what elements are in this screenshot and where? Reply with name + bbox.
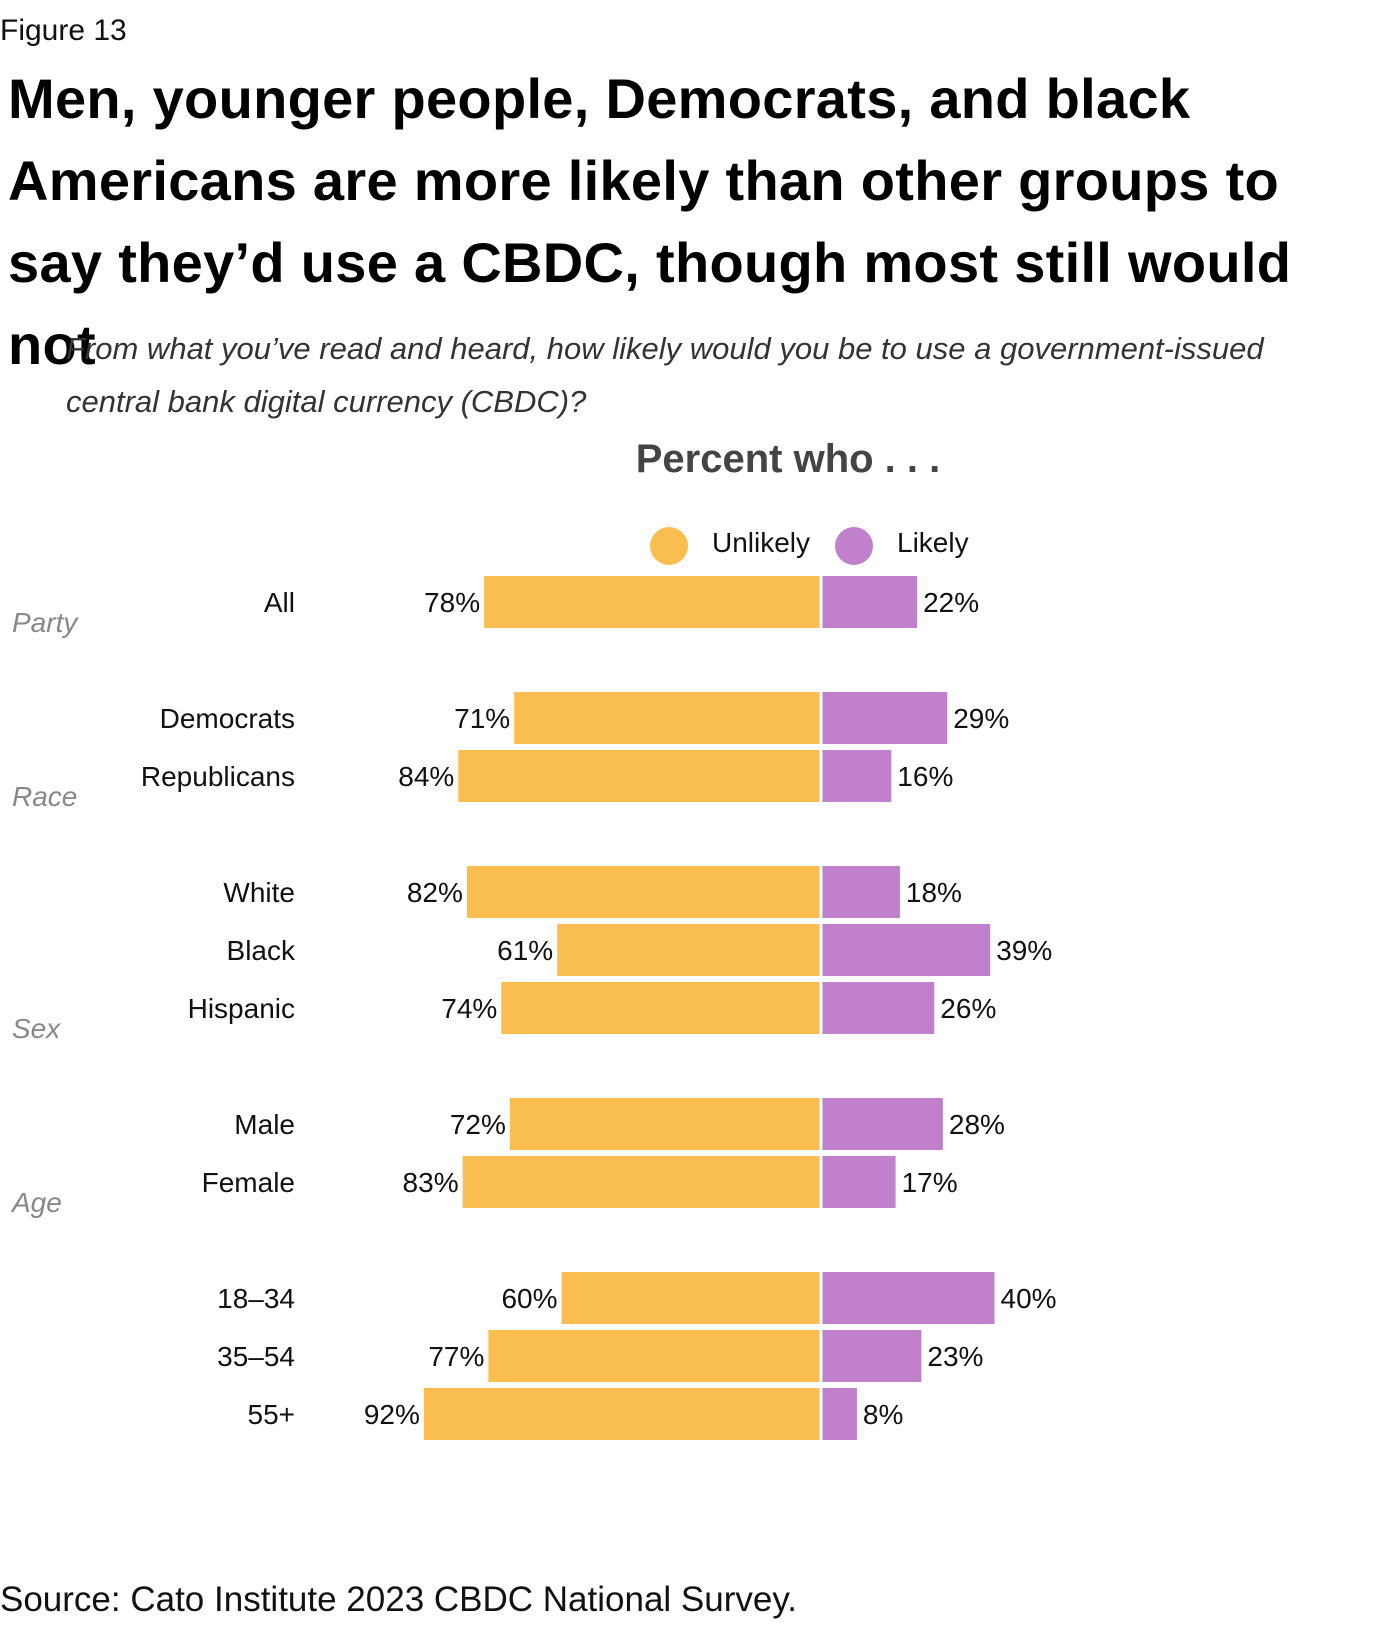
bar-unlikely <box>488 1330 820 1382</box>
legend-label-unlikely: Unlikely <box>712 527 810 558</box>
value-label-unlikely: 71% <box>454 703 510 734</box>
value-label-unlikely: 74% <box>441 993 497 1024</box>
bar-likely <box>822 866 900 918</box>
value-label-likely: 23% <box>927 1341 983 1372</box>
bar-unlikely <box>561 1272 820 1324</box>
row-label: 55+ <box>248 1399 296 1430</box>
value-label-likely: 29% <box>953 703 1009 734</box>
bar-likely <box>822 692 948 744</box>
value-label-unlikely: 77% <box>428 1341 484 1372</box>
bar-likely <box>822 1156 896 1208</box>
bar-unlikely <box>462 1156 820 1208</box>
bar-likely <box>822 982 935 1034</box>
row-label: Male <box>234 1109 295 1140</box>
group-label-party: Party <box>12 607 79 638</box>
value-label-unlikely: 72% <box>450 1109 506 1140</box>
row-label: White <box>223 877 295 908</box>
diverging-bar-chart: Percent who . . . Unlikely Likely All 78% 22%… <box>10 440 1057 1440</box>
value-label-unlikely: 60% <box>501 1283 557 1314</box>
value-label-unlikely: 83% <box>403 1167 459 1198</box>
row-label: Hispanic <box>188 993 295 1024</box>
row-label: All <box>264 587 295 618</box>
bar-likely <box>822 750 892 802</box>
legend-swatch-unlikely <box>650 527 688 565</box>
bar-unlikely <box>557 924 820 976</box>
chart-subtitle: From what you’ve read and heard, how lik… <box>66 331 1264 419</box>
row-label: Female <box>202 1167 295 1198</box>
bar-likely <box>822 576 918 628</box>
row-label: Black <box>227 935 296 966</box>
bar-likely <box>822 1098 943 1150</box>
bar-unlikely <box>509 1098 820 1150</box>
row-label: 35–54 <box>217 1341 295 1372</box>
bar-likely <box>822 1272 995 1324</box>
legend-swatch-likely <box>835 527 873 565</box>
value-label-unlikely: 82% <box>407 877 463 908</box>
value-label-likely: 18% <box>906 877 962 908</box>
value-label-likely: 40% <box>1001 1283 1057 1314</box>
value-label-likely: 28% <box>949 1109 1005 1140</box>
bar-unlikely <box>514 692 820 744</box>
value-label-unlikely: 92% <box>364 1399 420 1430</box>
value-label-unlikely: 78% <box>424 587 480 618</box>
value-label-likely: 8% <box>863 1399 903 1430</box>
legend-label-likely: Likely <box>897 527 969 558</box>
bar-unlikely <box>458 750 820 802</box>
chart-title: Men, younger people, Democrats, and blac… <box>8 67 1292 376</box>
bar-likely <box>822 924 991 976</box>
bar-unlikely <box>501 982 820 1034</box>
row-label: 18–34 <box>217 1283 295 1314</box>
bar-unlikely <box>423 1388 820 1440</box>
value-label-likely: 26% <box>940 993 996 1024</box>
group-label-sex: Sex <box>12 1013 61 1044</box>
value-label-likely: 39% <box>996 935 1052 966</box>
row-label: Democrats <box>160 703 295 734</box>
value-label-unlikely: 84% <box>398 761 454 792</box>
value-label-likely: 16% <box>897 761 953 792</box>
group-label-age: Age <box>10 1187 62 1218</box>
bar-unlikely <box>484 576 820 628</box>
bar-unlikely <box>466 866 820 918</box>
value-label-likely: 17% <box>902 1167 958 1198</box>
group-label-race: Race <box>12 781 77 812</box>
bar-likely <box>822 1330 922 1382</box>
value-label-likely: 22% <box>923 587 979 618</box>
chart-header: Percent who . . . <box>636 440 941 481</box>
row-label: Republicans <box>141 761 295 792</box>
bar-likely <box>822 1388 857 1440</box>
figure-label: Figure 13 <box>0 14 127 47</box>
source-note: Source: Cato Institute 2023 CBDC Nationa… <box>0 1580 797 1619</box>
value-label-unlikely: 61% <box>497 935 553 966</box>
